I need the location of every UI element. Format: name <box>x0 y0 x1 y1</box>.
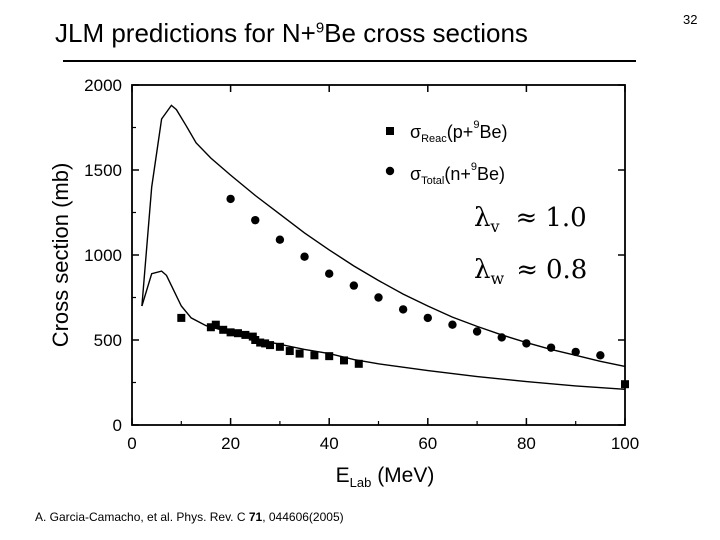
x-tick-label: 80 <box>517 434 536 453</box>
y-tick-label: 2000 <box>84 76 122 95</box>
reaction-data-point <box>261 339 270 348</box>
title-end: Be cross sections <box>324 18 528 48</box>
total-data-point <box>571 347 580 357</box>
reaction-data-point <box>310 351 319 360</box>
reaction-data-point <box>241 330 250 339</box>
total-data-point <box>251 215 260 225</box>
x-tick-label: 60 <box>418 434 437 453</box>
y-tick-label: 1500 <box>84 161 122 180</box>
reaction-data-point <box>211 320 220 329</box>
lambda-v-annotation: λv ≈1.0 <box>474 203 587 236</box>
total-data-point <box>349 281 359 290</box>
citation-volume: 71 <box>248 510 263 524</box>
total-data-point <box>448 320 457 329</box>
x-axis-label: ELab (MeV) <box>336 464 435 490</box>
x-tick-label: 20 <box>221 434 240 453</box>
total-data-point <box>472 327 482 336</box>
reaction-data-point <box>206 323 215 332</box>
total-data-point <box>497 333 506 342</box>
slide-title: JLM predictions for N+9Be cross sections <box>55 18 528 49</box>
total-data-point <box>398 305 408 314</box>
reaction-data-point <box>266 341 275 350</box>
total-data-point <box>325 269 334 278</box>
citation: A. Garcia-Camacho, et al. Phys. Rev. C 7… <box>35 510 344 524</box>
reaction-data-point <box>275 342 284 351</box>
x-tick-label: 40 <box>320 434 339 453</box>
citation-pages: , 044606(2005) <box>262 510 344 524</box>
y-tick-label: 1000 <box>84 246 122 265</box>
page-number: 32 <box>683 12 698 27</box>
reaction-data-point <box>354 359 363 368</box>
reaction-data-point <box>325 352 334 361</box>
total-data-point <box>522 339 531 348</box>
title-main: JLM predictions for N+ <box>55 18 316 48</box>
total-data-point <box>546 343 556 352</box>
x-tick-label: 0 <box>127 434 136 453</box>
legend-entry-reac: σReac(p+9Be) <box>410 119 507 145</box>
reaction-data-point <box>219 325 228 334</box>
reaction-data-point <box>621 380 629 389</box>
legend-square-marker <box>386 127 394 135</box>
reaction-data-point <box>233 329 242 338</box>
total-data-point <box>596 351 605 360</box>
x-axis-label-unit: (MeV) <box>371 464 434 487</box>
total-data-point <box>374 293 383 302</box>
reaction-data-point <box>226 328 235 337</box>
reaction-data-point <box>256 338 265 347</box>
y-tick-label: 0 <box>113 416 122 435</box>
reaction-data-point <box>177 313 186 322</box>
x-tick-label: 100 <box>611 434 639 453</box>
legend-entry-total: σTotal(n+9Be) <box>410 161 505 187</box>
reaction-data-point <box>285 347 294 356</box>
total-data-point <box>226 194 235 204</box>
title-divider <box>63 60 636 62</box>
total-data-point <box>423 313 432 323</box>
y-axis-label: Cross section (mb) <box>48 163 73 348</box>
total-data-point <box>300 252 309 261</box>
citation-text: A. Garcia-Camacho, et al. Phys. Rev. C <box>35 510 249 524</box>
x-axis-label-sub: Lab <box>350 475 372 490</box>
legend-circle-marker <box>385 166 395 176</box>
x-axis-label-main: E <box>336 464 350 487</box>
title-superscript: 9 <box>315 19 325 37</box>
reaction-data-point <box>295 349 304 358</box>
total-data-point <box>275 235 285 244</box>
lambda-w-annotation: λw ≈0.8 <box>474 255 587 288</box>
y-tick-label: 500 <box>94 331 122 350</box>
reaction-data-point <box>251 336 260 344</box>
reaction-data-point <box>339 356 348 365</box>
